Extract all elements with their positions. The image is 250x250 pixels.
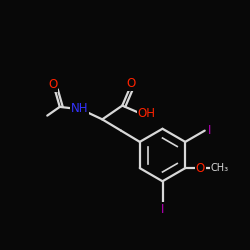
Text: O: O: [196, 162, 205, 174]
Text: NH: NH: [71, 102, 88, 114]
Text: O: O: [48, 78, 58, 91]
Text: OH: OH: [138, 106, 156, 120]
Text: O: O: [126, 76, 136, 90]
Text: CH₃: CH₃: [210, 163, 228, 173]
Text: I: I: [208, 124, 211, 137]
Text: I: I: [161, 203, 164, 216]
